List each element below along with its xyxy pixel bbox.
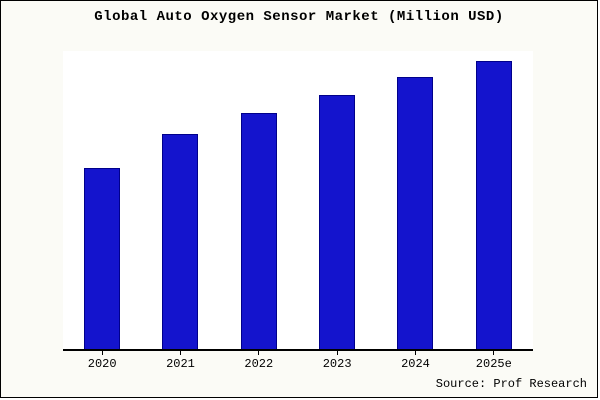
tick-mark-container [455, 351, 533, 356]
tick-mark [101, 351, 103, 355]
bar-2020 [84, 168, 121, 349]
tick-mark-container [220, 351, 298, 356]
x-axis-ticks [63, 351, 533, 356]
bar-column [376, 51, 454, 349]
bar-column [220, 51, 298, 349]
bar-2021 [162, 133, 199, 349]
x-axis-label-2024: 2024 [401, 357, 430, 371]
tick-mark [258, 351, 260, 355]
bar-2025e [475, 60, 512, 349]
tick-mark [493, 351, 495, 355]
bar-2023 [319, 95, 356, 349]
bar-2024 [397, 76, 434, 349]
x-axis-label-2020: 2020 [87, 357, 117, 371]
source-attribution: Source: Prof Research [435, 377, 587, 391]
plot-area [63, 51, 533, 351]
x-axis-label-2023: 2023 [322, 357, 352, 371]
bar-column [455, 51, 533, 349]
tick-mark-container [376, 351, 454, 356]
tick-mark [414, 351, 416, 355]
bar-2022 [240, 112, 277, 349]
tick-mark-container [298, 351, 376, 356]
tick-mark-container [63, 351, 141, 356]
bar-column [141, 51, 219, 349]
x-axis-labels: 2020 2021 2022 2023 2024 2025e [63, 357, 533, 373]
tick-mark-container [141, 351, 219, 356]
x-axis-label-2022: 2022 [244, 357, 274, 371]
tick-mark [179, 351, 181, 355]
tick-mark [336, 351, 338, 355]
x-axis-label-2025e: 2025e [475, 357, 512, 371]
bar-column [63, 51, 141, 349]
x-axis-label-2021: 2021 [166, 357, 195, 371]
chart-title: Global Auto Oxygen Sensor Market (Millio… [94, 9, 504, 25]
bar-column [298, 51, 376, 349]
